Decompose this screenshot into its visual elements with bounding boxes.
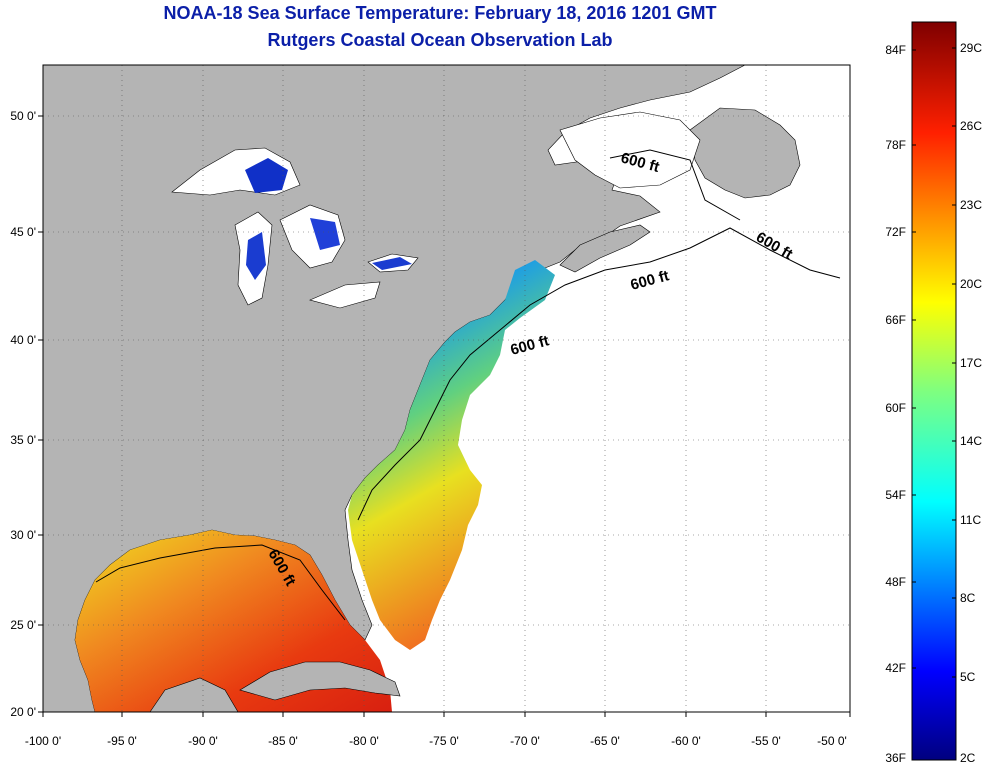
lake-huron-sst (310, 218, 340, 250)
map-title: NOAA-18 Sea Surface Temperature: Februar… (163, 3, 717, 23)
contour-600ft-canada (609, 149, 741, 221)
map-frame (42, 64, 851, 713)
colorbar-f-label: 66F (885, 313, 906, 327)
lon-tick-label: -100 0' (25, 734, 61, 748)
lon-tick-label: -85 0' (268, 734, 298, 748)
lake-superior-sst (245, 158, 288, 193)
lake-huron (279, 204, 346, 269)
colorbar-f-label: 84F (885, 43, 906, 57)
colorbar-f-label: 42F (885, 661, 906, 675)
colorbar-f-label: 72F (885, 225, 906, 239)
lon-tick-label: -60 0' (671, 734, 701, 748)
lat-tick-label: 35 0' (10, 433, 36, 447)
colorbar-c-label: 26C (960, 119, 982, 133)
land-newfoundland (689, 107, 801, 199)
lon-tick-label: -80 0' (349, 734, 379, 748)
lat-tick-label: 20 0' (10, 705, 36, 719)
lon-tick-label: -50 0' (817, 734, 847, 748)
land-nova-scotia (559, 224, 651, 273)
gulf-st-lawrence (559, 111, 701, 189)
colorbar-c-label: 23C (960, 198, 982, 212)
colorbar (911, 21, 957, 761)
colorbar-f-label: 78F (885, 138, 906, 152)
lon-tick-label: -70 0' (510, 734, 540, 748)
colorbar-f-label: 48F (885, 575, 906, 589)
lake-michigan-sst (246, 232, 266, 280)
colorbar-c-label: 29C (960, 41, 982, 55)
colorbar-c-label: 8C (960, 591, 976, 605)
colorbar-f-label: 60F (885, 401, 906, 415)
contour-600ft-atlantic (95, 227, 841, 621)
colorbar-f-label: 54F (885, 488, 906, 502)
lake-erie (309, 281, 381, 309)
lake-ontario-sst (372, 257, 412, 270)
lon-tick-label: -65 0' (590, 734, 620, 748)
lat-tick-label: 25 0' (10, 618, 36, 632)
lat-tick-label: 45 0' (10, 225, 36, 239)
lon-tick-label: -95 0' (107, 734, 137, 748)
colorbar-c-label: 2C (960, 751, 976, 765)
colorbar-f-label: 36F (885, 751, 906, 765)
colorbar-c-label: 5C (960, 670, 976, 684)
colorbar-c-label: 14C (960, 434, 982, 448)
colorbar-c-label: 11C (960, 513, 981, 527)
map-subtitle: Rutgers Coastal Ocean Observation Lab (267, 30, 613, 50)
lon-tick-label: -90 0' (188, 734, 218, 748)
lat-tick-label: 30 0' (10, 528, 36, 542)
land-cuba (239, 661, 401, 701)
colorbar-c-label: 17C (960, 356, 982, 370)
lat-tick-label: 40 0' (10, 333, 36, 347)
lon-tick-label: -55 0' (751, 734, 781, 748)
lat-tick-label: 50 0' (10, 109, 36, 123)
colorbar-c-label: 20C (960, 277, 982, 291)
atlantic-sst (348, 260, 555, 650)
lon-tick-label: -75 0' (429, 734, 459, 748)
